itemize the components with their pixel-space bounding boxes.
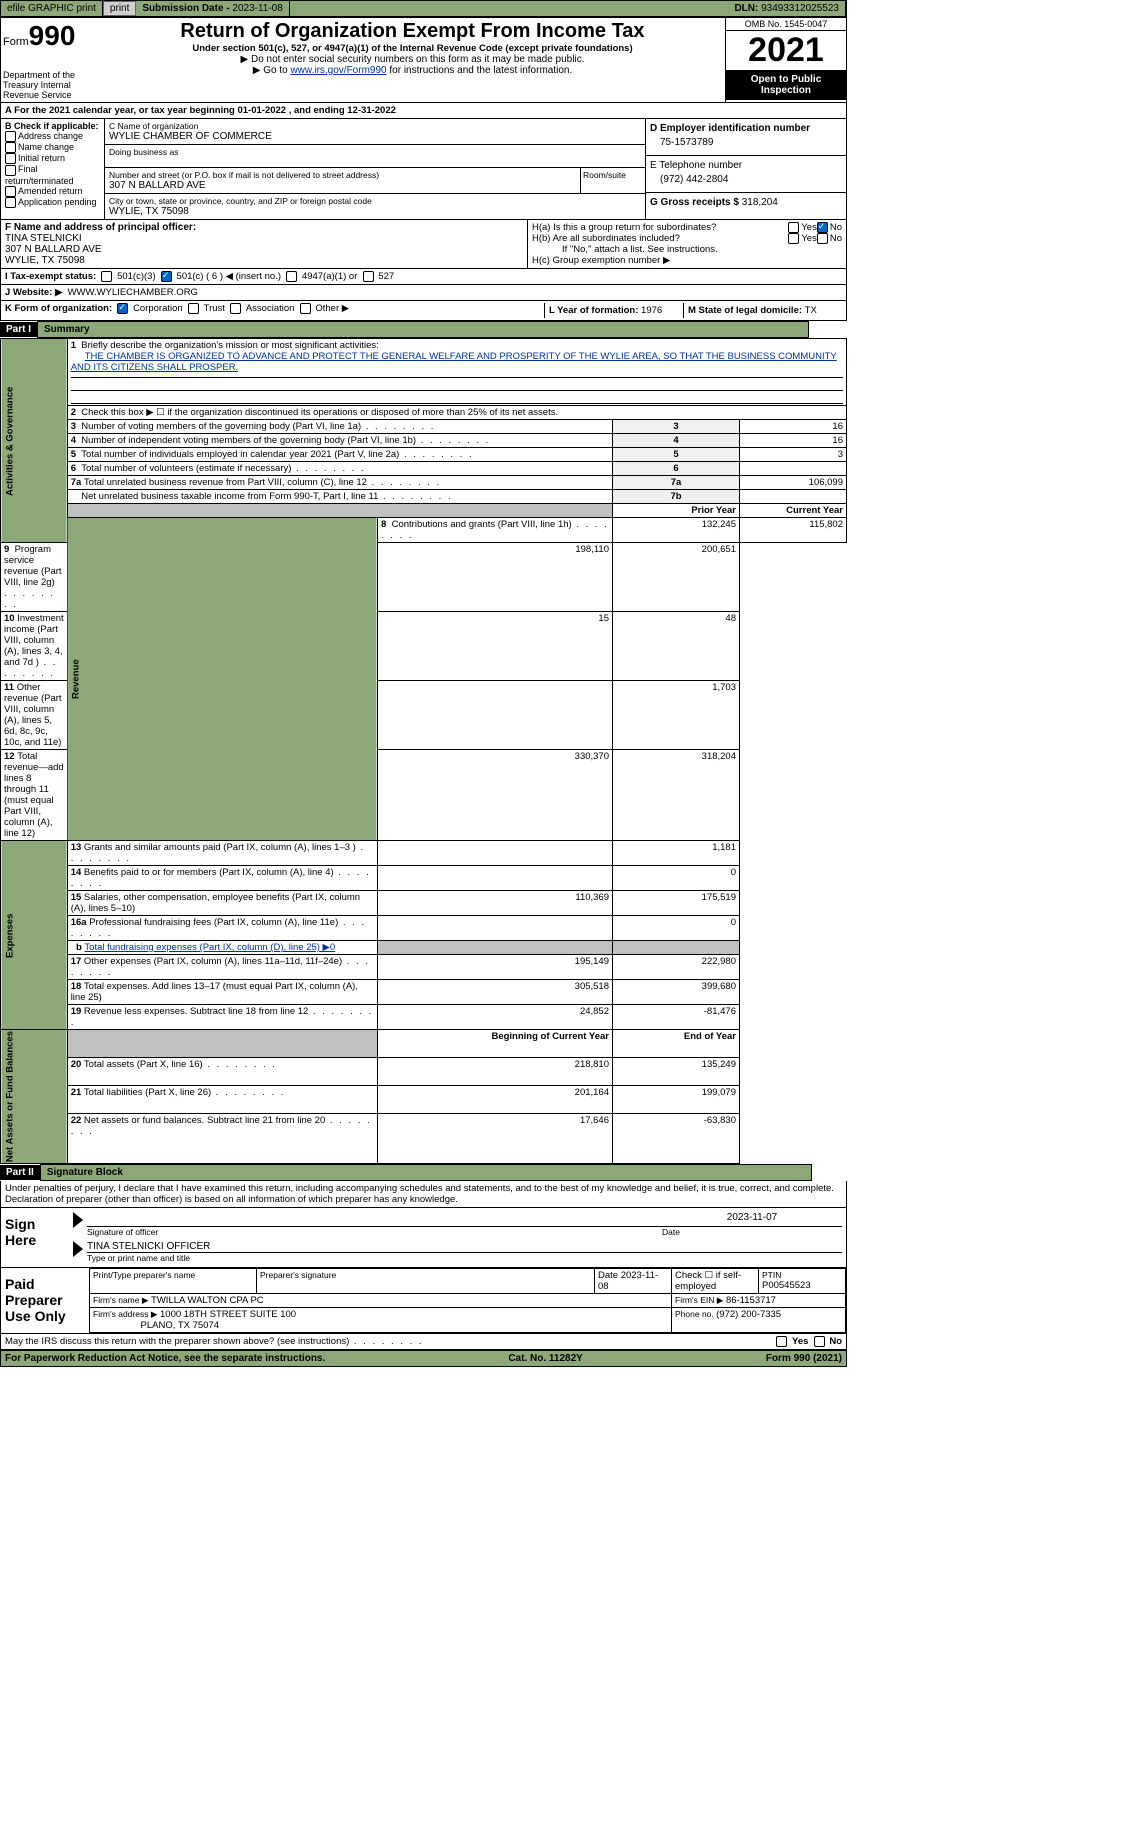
section-i: I Tax-exempt status: 501(c)(3) 501(c) ( … — [0, 269, 847, 285]
subtitle-1: Under section 501(c), 527, or 4947(a)(1)… — [102, 43, 723, 54]
phone: (972) 442-2804 — [650, 171, 842, 188]
city-state-zip: WYLIE, TX 75098 — [109, 206, 641, 217]
firm-name: TWILLA WALTON CPA PC — [151, 1295, 264, 1306]
mission-text: THE CHAMBER IS ORGANIZED TO ADVANCE AND … — [71, 351, 837, 373]
sign-here-block: Sign Here Signature of officer 2023-11-0… — [0, 1208, 847, 1268]
tax-year: 2021 — [726, 31, 846, 70]
page-footer: For Paperwork Reduction Act Notice, see … — [0, 1350, 847, 1367]
top-bar: efile GRAPHIC print print Submission Dat… — [0, 0, 847, 17]
form-number: Form990 — [3, 20, 98, 52]
line-a: A For the 2021 calendar year, or tax yea… — [0, 103, 847, 119]
ptin: P00545523 — [762, 1280, 842, 1291]
efile-label: efile GRAPHIC print — [1, 1, 103, 16]
irs-link[interactable]: www.irs.gov/Form990 — [290, 65, 386, 76]
arrow-icon — [73, 1212, 83, 1228]
section-c: C Name of organization WYLIE CHAMBER OF … — [104, 119, 645, 219]
website: WWW.WYLIECHAMBER.ORG — [68, 287, 198, 298]
gross-receipts: 318,204 — [742, 197, 778, 208]
section-klm: K Form of organization: Corporation Trus… — [0, 301, 847, 321]
dln: DLN: 93493312025523 — [728, 1, 846, 16]
submission-date: Submission Date - 2023-11-08 — [136, 1, 289, 16]
preparer-phone: (972) 200-7335 — [716, 1309, 781, 1320]
paid-preparer-block: Paid Preparer Use Only Print/Type prepar… — [0, 1268, 847, 1334]
section-b: B Check if applicable: Address change Na… — [1, 119, 104, 219]
section-d-e-g: D Employer identification number75-15737… — [645, 119, 846, 219]
officer-name: TINA STELNICKI OFFICER — [87, 1241, 842, 1253]
perjury-statement: Under penalties of perjury, I declare th… — [0, 1181, 847, 1208]
subtitle-2: ▶ Do not enter social security numbers o… — [102, 54, 723, 65]
dept-treasury: Department of the Treasury Internal Reve… — [3, 70, 98, 100]
section-j: J Website: ▶ WWW.WYLIECHAMBER.ORG — [0, 285, 847, 301]
arrow-icon — [73, 1241, 83, 1257]
firm-ein: 86-1153717 — [726, 1295, 776, 1306]
open-public-badge: Open to Public Inspection — [726, 70, 846, 100]
print-button[interactable]: print — [103, 1, 136, 16]
ein: 75-1573789 — [650, 134, 842, 151]
subtitle-3: ▶ Go to www.irs.gov/Form990 for instruct… — [102, 65, 723, 76]
part-i-header: Part ISummary — [0, 321, 847, 338]
org-name: WYLIE CHAMBER OF COMMERCE — [109, 131, 641, 142]
summary-table: Activities & Governance 1 Briefly descri… — [0, 338, 847, 1164]
form-header: Form990 Department of the Treasury Inter… — [0, 17, 847, 103]
omb-number: OMB No. 1545-0047 — [726, 18, 846, 31]
street-address: 307 N BALLARD AVE — [109, 180, 576, 191]
may-irs-discuss: May the IRS discuss this return with the… — [0, 1334, 847, 1350]
section-f: F Name and address of principal officer:… — [1, 220, 527, 268]
part-ii-header: Part IISignature Block — [0, 1164, 847, 1181]
section-h: H(a) Is this a group return for subordin… — [527, 220, 846, 268]
form-title: Return of Organization Exempt From Incom… — [102, 20, 723, 43]
